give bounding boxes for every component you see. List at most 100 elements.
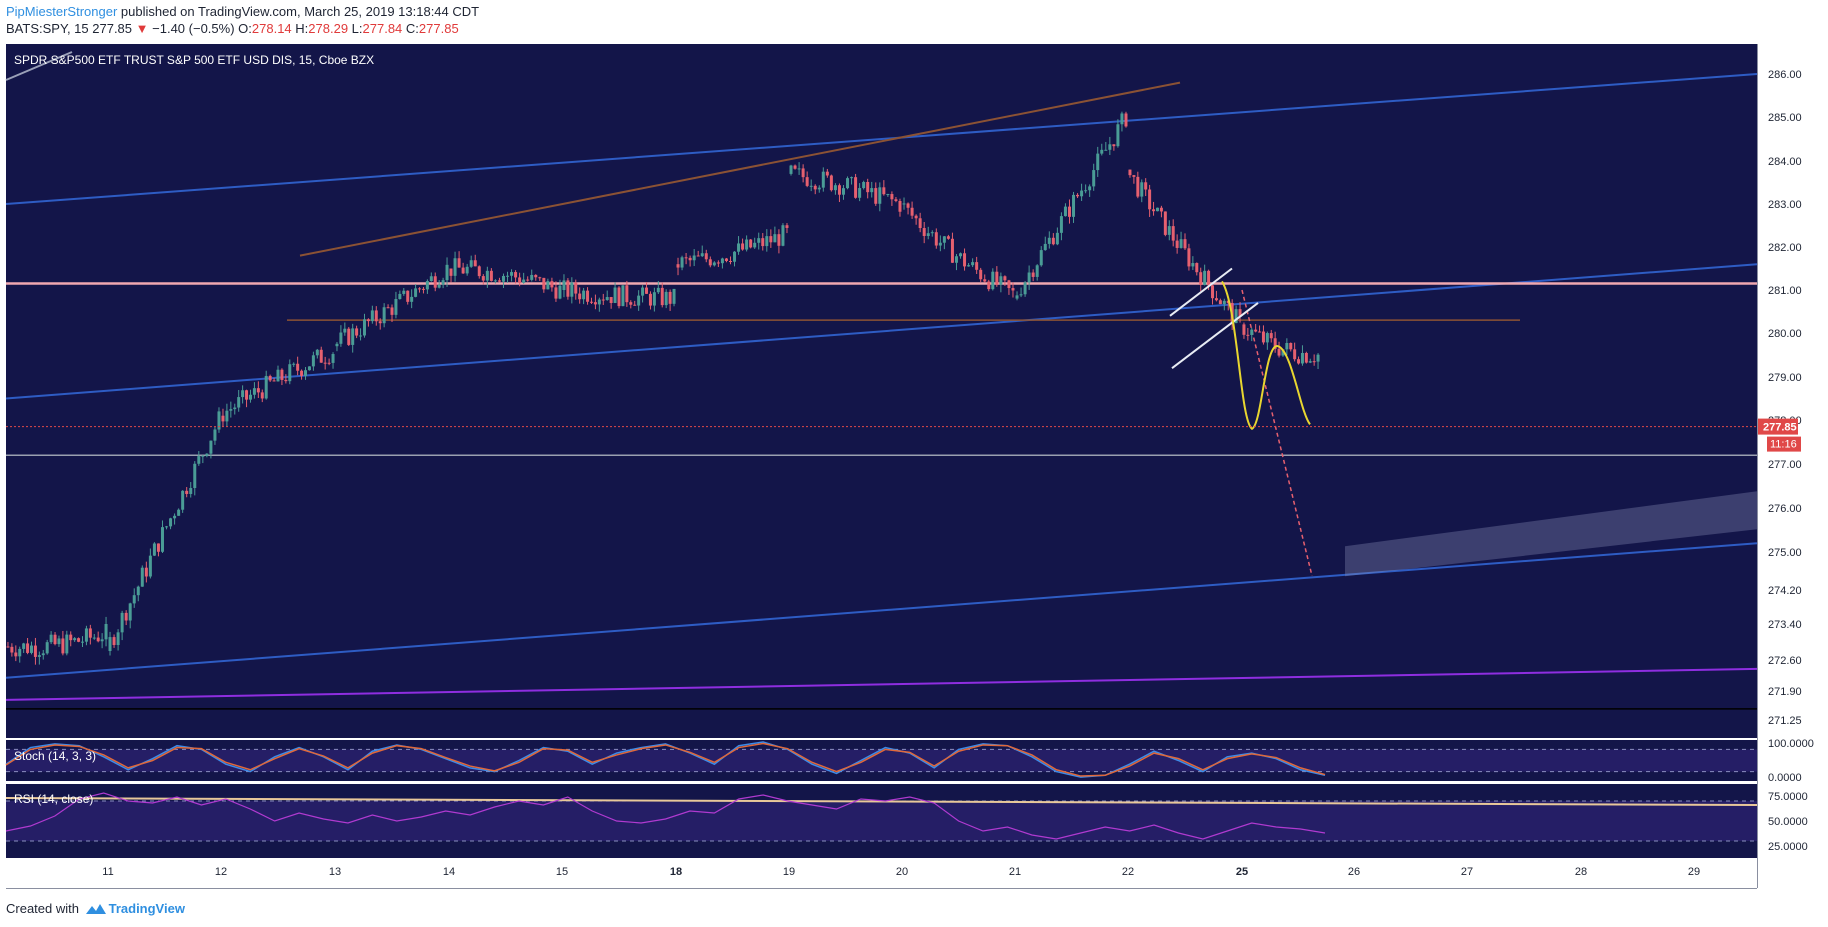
tradingview-logo-icon	[85, 904, 106, 914]
candle-body	[1003, 276, 1007, 281]
candle-body	[1120, 113, 1124, 125]
candle-body	[975, 262, 979, 270]
last-price-badge	[1758, 418, 1798, 435]
candle-body	[1051, 237, 1055, 245]
candle-body	[217, 411, 221, 430]
candle-body	[1285, 342, 1289, 350]
rsi-trendline	[5, 797, 1758, 806]
candle-body	[1214, 298, 1218, 301]
candle-body	[641, 287, 645, 296]
candle-body	[617, 287, 621, 307]
candle-body	[1031, 272, 1035, 277]
candle-body	[562, 280, 566, 290]
high-value: 278.29	[308, 21, 349, 36]
candle-body	[116, 632, 120, 645]
candle-body	[355, 328, 359, 336]
candle-body	[546, 281, 550, 290]
x-tick-label: 20	[896, 866, 908, 878]
candle-body	[720, 258, 724, 264]
candle-body	[497, 280, 501, 282]
candle-body	[741, 243, 745, 250]
candle-body	[433, 276, 437, 288]
candle-body	[185, 490, 189, 494]
candle-body	[359, 335, 363, 337]
candle-body	[625, 285, 629, 303]
candle-body	[1250, 329, 1254, 335]
candle-body	[33, 645, 37, 657]
candle-body	[229, 409, 233, 411]
candle-body	[1207, 270, 1211, 286]
candle-body	[708, 259, 712, 266]
candle-body	[469, 260, 473, 267]
candle-body	[248, 394, 252, 400]
candle-body	[1167, 226, 1171, 235]
candle-body	[817, 187, 821, 190]
rsi-pane	[6, 784, 1757, 858]
candle-body	[1199, 272, 1203, 285]
tradingview-brand[interactable]: TradingView	[108, 901, 185, 916]
candle-body	[1175, 240, 1179, 248]
candle-body	[140, 567, 144, 587]
candle-body	[1265, 333, 1269, 343]
candle-body	[374, 310, 378, 322]
candle-body	[995, 271, 999, 285]
candle-body	[1254, 329, 1258, 332]
candle-body	[284, 379, 288, 382]
candle-body	[152, 543, 156, 556]
candle-body	[160, 527, 164, 552]
candle-body	[1112, 144, 1116, 147]
candle-body	[761, 238, 765, 247]
candle-body	[268, 375, 272, 381]
candle-body	[1171, 226, 1175, 241]
candle-body	[1055, 232, 1059, 245]
publisher-name[interactable]: PipMiesterStronger	[6, 4, 118, 19]
y-tick-label: 275.00	[1768, 547, 1802, 559]
candle-body	[237, 397, 241, 408]
close-value: 277.85	[418, 21, 459, 36]
x-tick-label: 15	[556, 866, 568, 878]
x-tick-label: 19	[783, 866, 795, 878]
candle-body	[225, 410, 229, 422]
candle-body	[429, 276, 433, 282]
candle-body	[902, 203, 906, 205]
y-tick-label: 276.00	[1768, 503, 1802, 515]
rsi-band	[6, 801, 1757, 841]
candle-body	[1269, 333, 1273, 339]
candle-body	[637, 295, 641, 306]
candle-body	[181, 490, 185, 510]
publish-line: PipMiesterStronger published on TradingV…	[6, 4, 479, 19]
candle-body	[1183, 239, 1187, 249]
candle-body	[934, 232, 938, 246]
candle-body	[197, 456, 201, 464]
candle-body	[49, 634, 53, 643]
candle-body	[712, 262, 716, 266]
candle-body	[971, 262, 975, 266]
candle-body	[692, 255, 696, 261]
stoch-pane	[6, 740, 1757, 781]
candle-body	[26, 643, 30, 653]
candle-body	[605, 297, 609, 301]
candle-body	[841, 188, 845, 195]
candle-body	[1203, 270, 1207, 285]
x-tick-label: 22	[1122, 866, 1134, 878]
candle-body	[1148, 189, 1152, 210]
high-label: H:	[295, 21, 309, 36]
candle-body	[946, 236, 950, 239]
candle-body	[88, 628, 92, 638]
candle-body	[53, 634, 57, 645]
candle-body	[526, 279, 530, 281]
candle-body	[716, 262, 720, 264]
candle-body	[6, 646, 10, 648]
x-tick-label: 12	[215, 866, 227, 878]
candle-body	[648, 293, 652, 306]
candle-body	[785, 225, 789, 228]
candle-body	[445, 264, 449, 281]
candle-body	[837, 185, 841, 195]
candle-body	[461, 267, 465, 274]
candle-body	[696, 255, 700, 257]
candle-body	[410, 296, 414, 302]
stoch-d-line	[5, 742, 1326, 777]
candle-body	[825, 171, 829, 176]
candle-body	[156, 543, 160, 552]
